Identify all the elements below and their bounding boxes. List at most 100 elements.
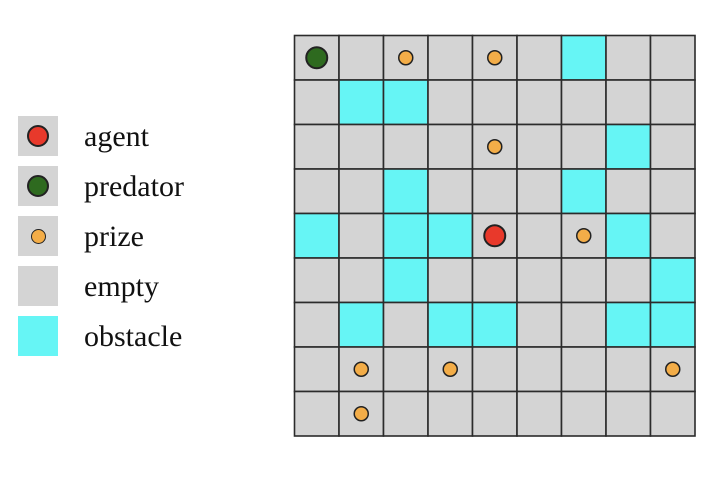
obstacle-cell: [471, 301, 518, 348]
legend-swatch-prize: [18, 216, 58, 256]
empty-cell: [427, 123, 474, 170]
prize-icon: [398, 50, 414, 66]
empty-cell: [427, 257, 474, 304]
legend-label-empty: empty: [84, 270, 159, 303]
obstacle-cell: [605, 212, 652, 259]
legend-label-predator: predator: [84, 170, 184, 203]
empty-cell: [293, 79, 340, 126]
empty-cell: [560, 346, 607, 393]
empty-cell: [293, 257, 340, 304]
empty-cell: [516, 257, 563, 304]
legend-label-obstacle: obstacle: [84, 320, 183, 353]
gridworld: [293, 34, 697, 438]
predator-icon: [27, 175, 49, 197]
empty-cell: [560, 123, 607, 170]
legend-item-empty: empty: [18, 266, 278, 308]
obstacle-cell: [560, 34, 607, 81]
empty-cell: [605, 168, 652, 215]
empty-cell: [338, 123, 385, 170]
empty-cell: [516, 123, 563, 170]
empty-cell: [516, 34, 563, 81]
legend-swatch-predator: [18, 166, 58, 206]
obstacle-cell: [427, 212, 474, 259]
obstacle-cell: [338, 301, 385, 348]
empty-cell: [516, 212, 563, 259]
legend: agent predator prize empty obstacle: [0, 0, 280, 478]
legend-swatch-obstacle: [18, 316, 58, 356]
obstacle-cell: [382, 168, 429, 215]
legend-item-prize: prize: [18, 216, 278, 258]
empty-cell: [560, 390, 607, 437]
empty-cell: [427, 79, 474, 126]
empty-cell: [560, 301, 607, 348]
empty-cell: [516, 390, 563, 437]
empty-cell: [293, 168, 340, 215]
empty-cell: [471, 390, 518, 437]
obstacle-cell: [427, 301, 474, 348]
obstacle-cell: [293, 212, 340, 259]
empty-cell: [516, 79, 563, 126]
empty-cell: [382, 301, 429, 348]
legend-item-obstacle: obstacle: [18, 316, 278, 358]
obstacle-cell: [649, 257, 696, 304]
prize-icon: [665, 361, 681, 377]
empty-cell: [338, 212, 385, 259]
agent-icon: [27, 125, 49, 147]
prize-icon: [487, 139, 503, 155]
empty-cell: [605, 390, 652, 437]
empty-cell: [649, 168, 696, 215]
obstacle-cell: [338, 79, 385, 126]
prize-icon: [353, 361, 369, 377]
empty-cell: [516, 168, 563, 215]
empty-cell: [605, 34, 652, 81]
prize-icon: [353, 406, 369, 422]
empty-cell: [382, 346, 429, 393]
empty-cell: [649, 34, 696, 81]
empty-cell: [427, 390, 474, 437]
prize-icon: [576, 228, 592, 244]
empty-cell: [605, 79, 652, 126]
legend-label-prize: prize: [84, 220, 144, 253]
prize-icon: [487, 50, 503, 66]
empty-cell: [560, 257, 607, 304]
empty-cell: [649, 79, 696, 126]
legend-label-agent: agent: [84, 120, 149, 153]
empty-cell: [293, 346, 340, 393]
empty-cell: [338, 257, 385, 304]
empty-cell: [560, 79, 607, 126]
obstacle-cell: [605, 301, 652, 348]
obstacle-cell: [605, 123, 652, 170]
legend-swatch-empty: [18, 266, 58, 306]
empty-cell: [649, 390, 696, 437]
empty-cell: [471, 346, 518, 393]
empty-cell: [427, 34, 474, 81]
empty-cell: [382, 123, 429, 170]
empty-cell: [427, 168, 474, 215]
empty-cell: [338, 168, 385, 215]
empty-cell: [471, 79, 518, 126]
legend-item-predator: predator: [18, 166, 278, 208]
obstacle-cell: [649, 301, 696, 348]
empty-cell: [471, 257, 518, 304]
prize-icon: [442, 361, 458, 377]
empty-cell: [427, 346, 474, 393]
empty-cell: [293, 301, 340, 348]
obstacle-cell: [382, 79, 429, 126]
empty-cell: [293, 390, 340, 437]
legend-swatch-agent: [18, 116, 58, 156]
empty-cell: [516, 346, 563, 393]
predator-icon: [305, 46, 329, 70]
empty-cell: [605, 346, 652, 393]
empty-cell: [471, 168, 518, 215]
empty-cell: [605, 257, 652, 304]
legend-item-agent: agent: [18, 116, 278, 158]
obstacle-cell: [382, 257, 429, 304]
obstacle-cell: [560, 168, 607, 215]
prize-icon: [30, 228, 46, 244]
empty-cell: [293, 123, 340, 170]
empty-cell: [382, 390, 429, 437]
empty-cell: [516, 301, 563, 348]
gridworld-board: [293, 34, 696, 437]
empty-cell: [338, 34, 385, 81]
empty-cell: [649, 123, 696, 170]
